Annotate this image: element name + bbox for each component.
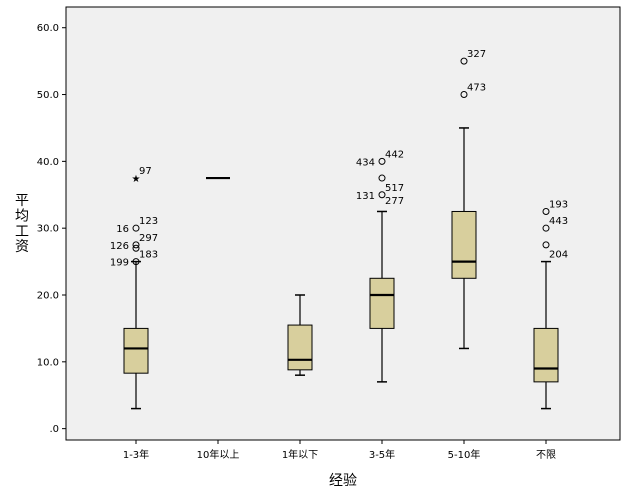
boxes: ★97 16 123 126 297 199 183 434 442 131 517 277 327 47…: [110, 49, 568, 410]
box-group: ★97 16 123 126 297 199 183: [110, 166, 158, 410]
y-axis-title-char: 平: [15, 193, 29, 209]
outlier-label: 199: [110, 258, 129, 269]
outlier-label: 517: [385, 183, 404, 194]
y-tick-label: 50.0: [37, 90, 59, 101]
x-tick-label: 5-10年: [448, 448, 481, 461]
outlier-point: [132, 258, 140, 266]
y-tick-label: .0: [49, 424, 59, 435]
outlier-label: 131: [356, 191, 375, 202]
outlier-label: 193: [549, 199, 568, 210]
y-tick-label: 40.0: [37, 157, 59, 168]
outlier-label: 16: [116, 224, 129, 235]
outlier-label: 277: [385, 196, 404, 207]
box: [287, 324, 313, 371]
outlier-label: 97: [139, 166, 152, 177]
box-group: 193 443 204: [533, 199, 568, 410]
y-tick-label: 20.0: [37, 290, 59, 301]
outlier-point: [132, 224, 140, 232]
outlier-point: [132, 244, 140, 252]
box: [123, 327, 149, 374]
x-axis-title: 经验: [329, 473, 357, 489]
x-tick-label: 1年以下: [282, 448, 318, 461]
y-axis-title-char: 工: [15, 224, 29, 240]
y-axis: .0 10.0 20.0 30.0 40.0 50.0 60.0: [37, 23, 66, 435]
x-axis: 1-3年 10年以上 1年以下 3-5年 5-10年 不限: [123, 440, 556, 461]
outlier-point: [378, 191, 386, 199]
box: [369, 277, 395, 329]
outlier-point: [378, 157, 386, 165]
outlier-label: 327: [467, 49, 486, 60]
x-tick-label: 1-3年: [123, 448, 149, 461]
y-tick-label: 60.0: [37, 23, 59, 34]
box: [451, 210, 477, 279]
box-group: 327 473: [451, 49, 486, 350]
outlier-star: ★: [132, 174, 141, 185]
x-tick-label: 3-5年: [369, 448, 395, 461]
y-tick-label: 30.0: [37, 224, 59, 235]
outlier-label: 297: [139, 233, 158, 244]
plot-area: [65, 6, 621, 441]
y-tick-label: 10.0: [37, 357, 59, 368]
box-group: 434 442 131 517 277: [356, 149, 404, 383]
y-axis-title-char: 资: [15, 239, 29, 255]
x-tick-label: 10年以上: [197, 448, 240, 461]
outlier-point: [542, 241, 550, 249]
outlier-label: 442: [385, 149, 404, 160]
outlier-point: [132, 241, 140, 249]
outlier-point: [460, 91, 468, 99]
box: [533, 327, 559, 383]
outlier-point: [378, 174, 386, 182]
outlier-label: 126: [110, 241, 129, 252]
outlier-point: [542, 224, 550, 232]
outlier-label: 183: [139, 250, 158, 261]
y-axis-title: 平均工资: [15, 193, 29, 255]
box-group: [287, 294, 313, 376]
outlier-label: 443: [549, 216, 568, 227]
outlier-point: [542, 207, 550, 215]
x-tick-label: 不限: [536, 449, 556, 461]
outlier-label: 473: [467, 83, 486, 94]
outlier-point: [460, 57, 468, 65]
outlier-label: 434: [356, 157, 375, 168]
outlier-label: 123: [139, 216, 158, 227]
y-axis-title-char: 均: [15, 208, 29, 224]
outlier-label: 204: [549, 250, 568, 261]
